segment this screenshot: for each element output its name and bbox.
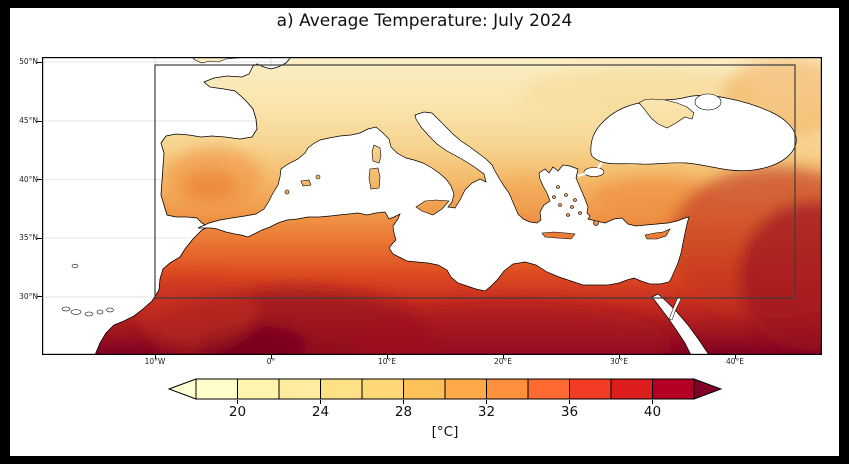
y-tick-label: 35°N: [19, 233, 38, 242]
mallorca-island: [300, 179, 312, 187]
rhodes-island: [593, 220, 599, 226]
colorbar-tick-mark: [486, 400, 487, 404]
x-tick-mark: [503, 355, 504, 359]
y-tick-label: 50°N: [19, 57, 38, 66]
y-tick-mark: [37, 121, 42, 122]
regional-temperature-anomalies: [137, 57, 822, 355]
mediterranean-islands: [284, 144, 671, 240]
x-tick-label: 10°E: [377, 357, 397, 366]
crete-island: [541, 231, 576, 240]
colorbar-tick-mark: [237, 400, 238, 404]
sardinia-island: [368, 167, 381, 190]
x-tick-label: 40°E: [725, 357, 745, 366]
gulf-of-aqaba: [668, 296, 682, 321]
colorbar-segment: [569, 378, 612, 400]
x-tick-label: 20°E: [493, 357, 513, 366]
colorbar-segment: [237, 378, 280, 400]
menorca-island: [315, 174, 321, 180]
colorbar-segment: [278, 378, 321, 400]
colorbar-tick-label: 32: [477, 404, 496, 420]
x-tick-label: 0°: [266, 357, 276, 366]
atlantic-islands: [61, 263, 114, 317]
colorbar-segment: [527, 378, 570, 400]
colorbar-tick-label: 20: [228, 404, 247, 420]
colorbar-under-arrow: [167, 378, 197, 400]
atlantic-coastline: [94, 56, 292, 356]
colorbar-tick-mark: [569, 400, 570, 404]
colorbar-segment: [444, 378, 487, 400]
colorbar-canvas: [167, 378, 723, 400]
plot-border: [42, 57, 822, 355]
y-tick-mark: [37, 296, 42, 297]
colorbar-segment: [403, 378, 446, 400]
y-tick-mark: [37, 179, 42, 180]
y-tick-mark: [37, 238, 42, 239]
colorbar-segment: [486, 378, 529, 400]
x-tick-label: 30°E: [609, 357, 629, 366]
x-tick-mark: [735, 355, 736, 359]
y-tick-label: 30°N: [19, 292, 38, 301]
y-tick-label: 40°N: [19, 174, 38, 184]
sea-of-marmara: [583, 167, 605, 177]
sea-of-azov: [694, 93, 722, 111]
colorbar-tick-label: 40: [643, 404, 662, 420]
colorbar-segment: [195, 378, 238, 400]
map-plot-area: [42, 56, 822, 356]
colorbar-tick-label: 24: [311, 404, 330, 420]
colorbar-over-arrow: [693, 378, 723, 400]
colorbar: [167, 378, 723, 400]
sicily-island: [415, 199, 450, 216]
analysis-domain-box: [154, 64, 796, 299]
map-canvas: [42, 56, 822, 356]
ibiza-island: [284, 189, 290, 195]
madeira-island: [71, 263, 79, 269]
x-tick-mark: [387, 355, 388, 359]
x-tick-mark: [155, 355, 156, 359]
colorbar-tick-label: 36: [560, 404, 579, 420]
y-tick-label: 45°N: [19, 116, 38, 125]
y-tick-mark: [37, 62, 42, 63]
colorbar-tick-mark: [403, 400, 404, 404]
dardanelles-strait: [577, 171, 588, 178]
chart-title: a) Average Temperature: July 2024: [276, 11, 573, 31]
colorbar-segment: [361, 378, 404, 400]
colorbar-segment: [652, 378, 695, 400]
colorbar-segment: [610, 378, 653, 400]
colorbar-unit-label: [°C]: [431, 424, 459, 440]
colorbar-tick-mark: [652, 400, 653, 404]
x-tick-label: 10°W: [144, 357, 166, 366]
x-tick-mark: [619, 355, 620, 359]
crimea-peninsula: [638, 98, 695, 129]
corsica-island: [371, 144, 382, 164]
colorbar-segment: [320, 378, 363, 400]
cyprus-island: [644, 228, 671, 240]
colorbar-tick-label: 28: [394, 404, 413, 420]
colorbar-tick-mark: [320, 400, 321, 404]
x-tick-mark: [271, 355, 272, 359]
